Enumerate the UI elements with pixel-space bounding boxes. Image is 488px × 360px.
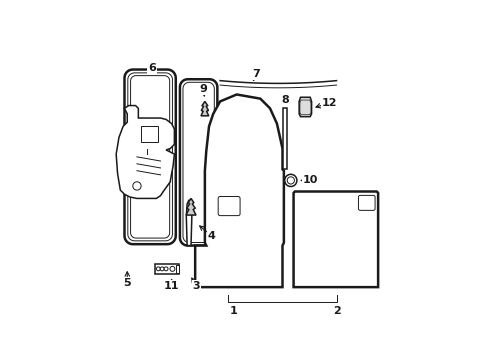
Polygon shape (116, 105, 174, 198)
Text: 1: 1 (230, 306, 237, 316)
Text: 6: 6 (148, 63, 156, 73)
Text: 4: 4 (207, 231, 215, 241)
Text: 3: 3 (192, 281, 200, 291)
Text: 7: 7 (252, 69, 260, 79)
FancyBboxPatch shape (358, 195, 374, 210)
Bar (155, 264, 178, 274)
Polygon shape (299, 97, 311, 117)
Polygon shape (185, 198, 196, 215)
Polygon shape (130, 76, 169, 238)
Polygon shape (127, 73, 172, 241)
Text: 12: 12 (321, 98, 337, 108)
Text: 2: 2 (332, 306, 340, 316)
Circle shape (160, 267, 164, 271)
Text: 5: 5 (123, 278, 131, 288)
FancyBboxPatch shape (218, 197, 240, 216)
Text: 11: 11 (163, 281, 179, 291)
Circle shape (164, 267, 168, 271)
Text: 10: 10 (302, 175, 317, 185)
Polygon shape (141, 126, 158, 141)
Polygon shape (293, 192, 377, 287)
Polygon shape (180, 79, 217, 246)
Circle shape (284, 174, 296, 186)
Bar (283, 108, 286, 169)
Text: 8: 8 (281, 95, 288, 105)
Polygon shape (195, 94, 284, 287)
Polygon shape (186, 200, 191, 246)
Circle shape (170, 266, 175, 271)
Polygon shape (201, 102, 208, 116)
Circle shape (133, 182, 141, 190)
Polygon shape (124, 69, 175, 244)
Polygon shape (183, 82, 214, 243)
Bar (175, 265, 179, 273)
Circle shape (286, 177, 294, 184)
Circle shape (156, 267, 160, 271)
Text: 9: 9 (199, 84, 207, 94)
